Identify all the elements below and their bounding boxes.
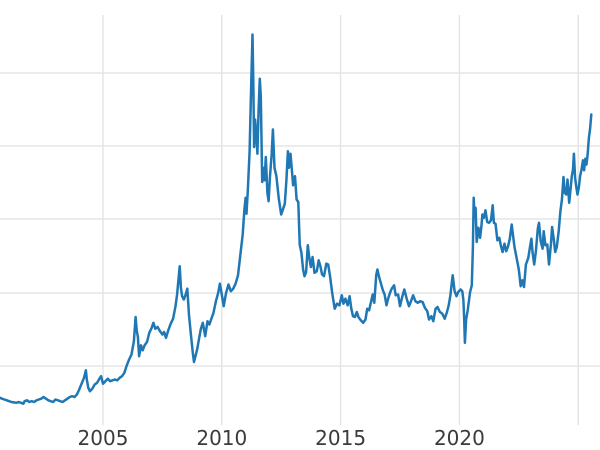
x-tick-label: 2010 (196, 426, 247, 450)
price-line-series (0, 33, 593, 405)
x-tick-label: 2005 (78, 426, 129, 450)
x-tick-label: 2015 (315, 426, 366, 450)
series-line (0, 33, 593, 405)
x-axis-tick-labels: 2005 2010 2015 2020 (78, 426, 485, 450)
vertical-gridlines (102, 15, 579, 425)
x-tick-label: 2020 (434, 426, 485, 450)
